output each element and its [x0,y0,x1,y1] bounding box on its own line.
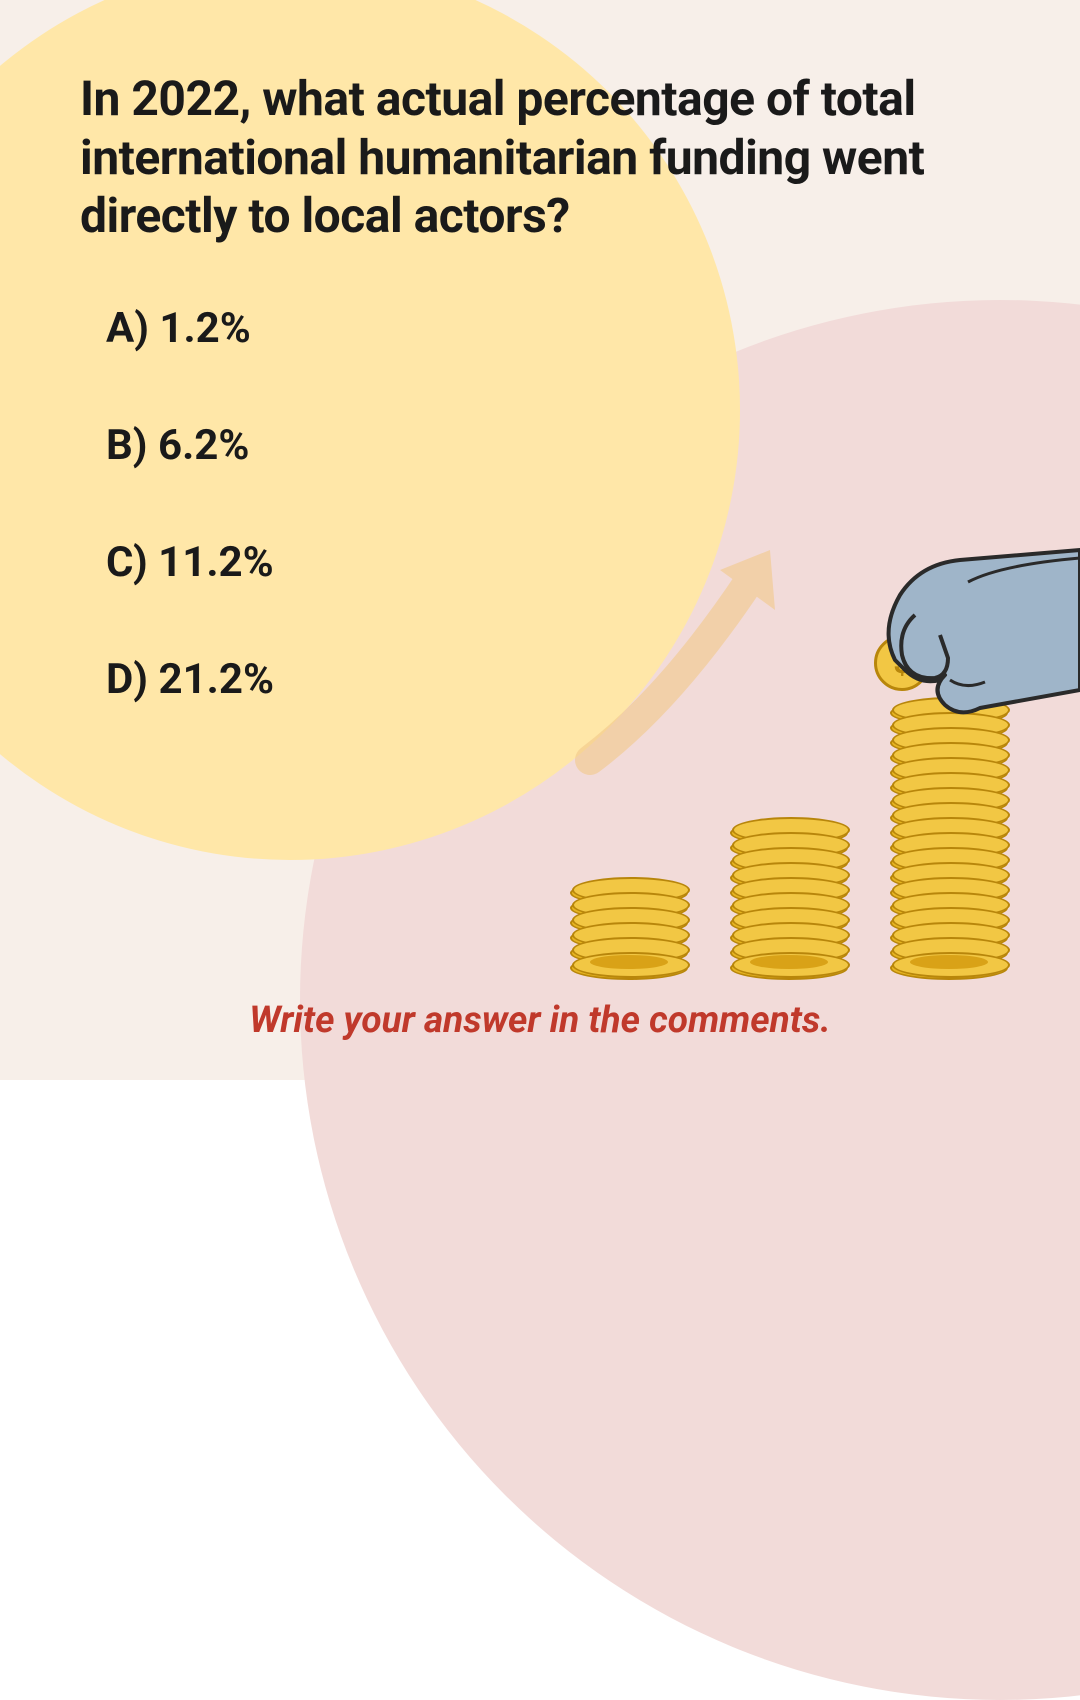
call-to-action-text: Write your answer in the comments. [0,999,1080,1042]
coin-icon [570,956,688,980]
coin-stack-medium [730,830,848,980]
coin-stack-large [890,710,1008,980]
option-b: B) 6.2% [106,421,1000,470]
coin-stack-small [570,890,688,980]
question-text: In 2022, what actual percentage of total… [80,70,1000,246]
option-a: A) 1.2% [106,304,1000,353]
coin-icon [890,956,1008,980]
hand-icon [780,540,1080,740]
coin-icon [730,956,848,980]
coin-stacks-illustration: $ [530,520,1050,980]
